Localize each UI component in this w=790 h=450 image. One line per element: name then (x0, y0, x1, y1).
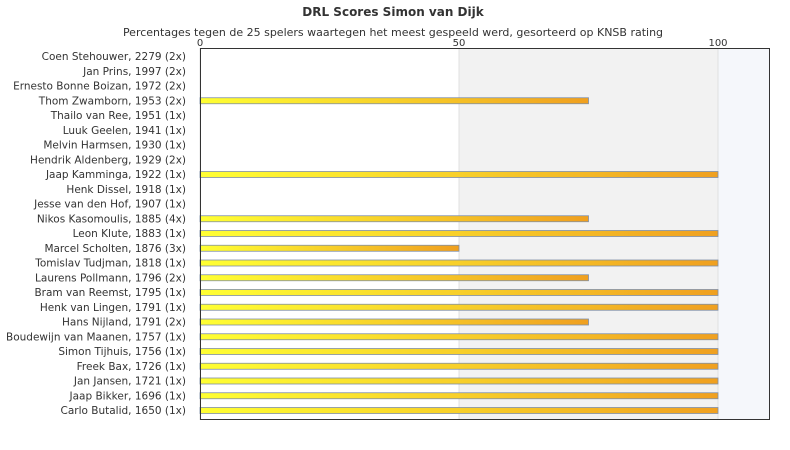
category-label: Nikos Kasomoulis, 1885 (4x) (37, 213, 186, 225)
category-label: Henk van Lingen, 1791 (1x) (40, 302, 186, 314)
bar (199, 289, 719, 296)
category-label: Hans Nijland, 1791 (2x) (62, 317, 186, 329)
plot-frame (200, 48, 770, 420)
category-label: Thailo van Ree, 1951 (1x) (50, 110, 186, 122)
chart-title: DRL Scores Simon van Dijk (302, 5, 484, 19)
category-label: Jan Prins, 1997 (2x) (82, 66, 186, 78)
bar (199, 392, 719, 400)
category-label: Jan Jansen, 1721 (1x) (73, 376, 186, 388)
category-label: Bram van Reemst, 1795 (1x) (34, 287, 186, 299)
bar (199, 259, 719, 267)
category-label: Boudewijn van Maanen, 1757 (1x) (6, 331, 186, 343)
category-label: Tomislav Tudjman, 1818 (1x) (34, 258, 186, 270)
bar (199, 348, 719, 355)
bar (199, 377, 719, 385)
bar (199, 230, 719, 237)
category-label: Marcel Scholten, 1876 (3x) (44, 243, 186, 255)
category-label: Melvin Harmsen, 1930 (1x) (43, 140, 186, 152)
category-label: Henk Dissel, 1918 (1x) (66, 184, 186, 196)
x-tick-label: 0 (197, 38, 203, 49)
category-label: Leon Klute, 1883 (1x) (73, 228, 186, 240)
category-label: Hendrik Aldenberg, 1929 (2x) (30, 154, 186, 166)
category-label: Carlo Butalid, 1650 (1x) (61, 405, 187, 417)
bar (199, 303, 719, 311)
category-label: Jaap Bikker, 1696 (1x) (69, 390, 186, 402)
category-label: Freek Bax, 1726 (1x) (77, 361, 186, 373)
bar (199, 244, 460, 252)
x-tick-label: 100 (708, 38, 727, 49)
bar (199, 215, 589, 223)
x-tick-label: 50 (453, 38, 466, 49)
bar (199, 333, 719, 341)
bar (199, 97, 589, 105)
bar (199, 362, 719, 370)
bar (199, 274, 589, 282)
category-label: Luuk Geelen, 1941 (1x) (63, 125, 186, 137)
bars (199, 97, 719, 414)
bar (199, 407, 719, 414)
chart-subtitle: Percentages tegen de 25 spelers waartege… (123, 26, 663, 39)
category-label: Ernesto Bonne Boizan, 1972 (2x) (13, 81, 186, 93)
bar (199, 171, 719, 178)
category-label: Coen Stehouwer, 2279 (2x) (42, 51, 186, 63)
category-label: Laurens Pollmann, 1796 (2x) (35, 272, 186, 284)
category-label: Jaap Kamminga, 1922 (1x) (45, 169, 186, 181)
grid-band (718, 48, 770, 420)
category-label: Jesse van den Hof, 1907 (1x) (33, 199, 186, 211)
bar (199, 318, 589, 326)
category-label: Simon Tijhuis, 1756 (1x) (58, 346, 186, 358)
category-labels: Coen Stehouwer, 2279 (2x) Jan Prins, 1997… (6, 51, 186, 417)
category-label: Thom Zwamborn, 1953 (2x) (38, 95, 186, 107)
